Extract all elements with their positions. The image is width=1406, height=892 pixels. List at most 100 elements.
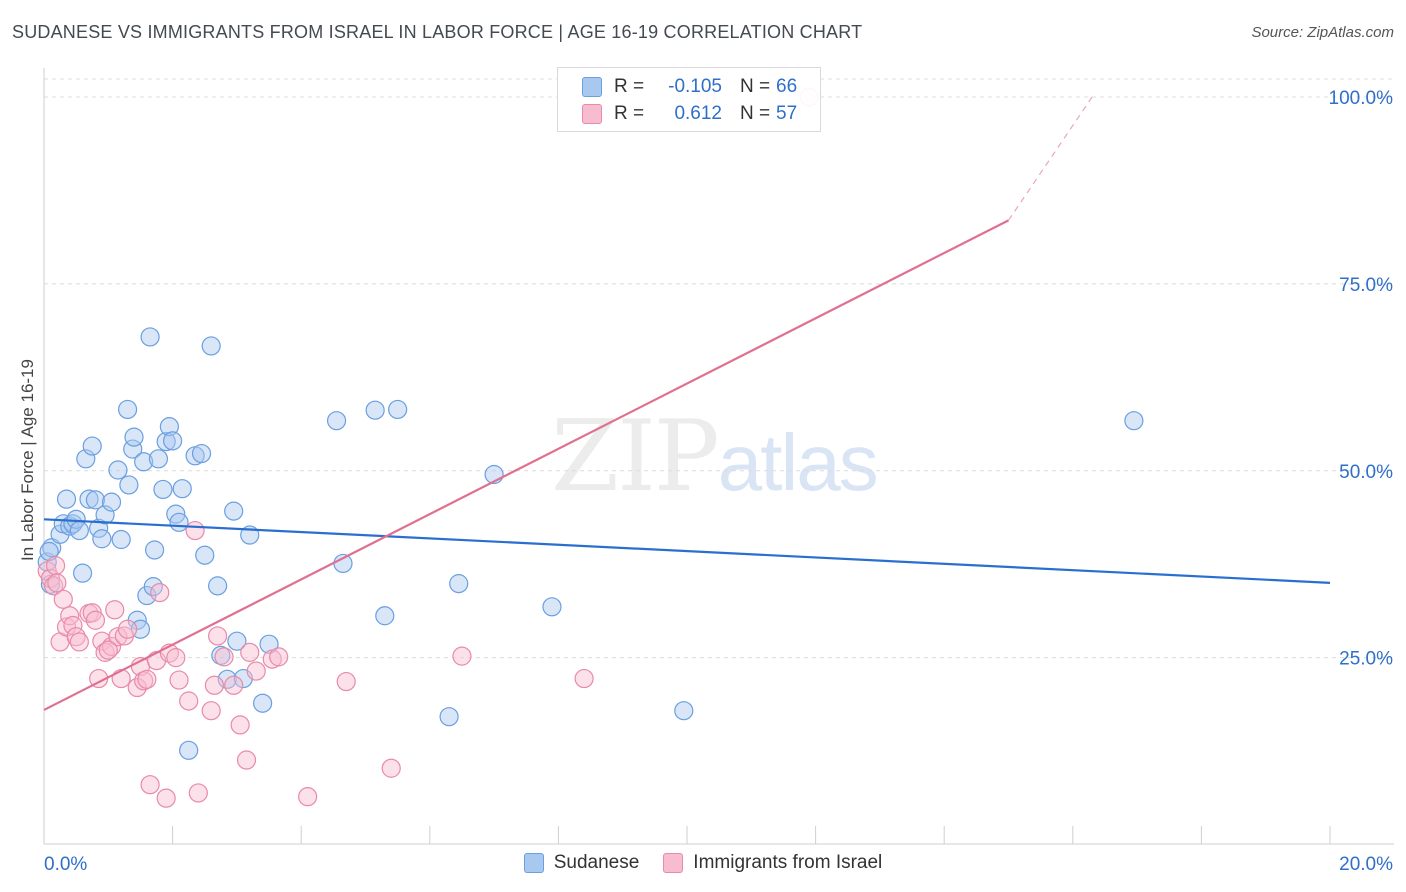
watermark: ZIPatlas <box>551 400 879 514</box>
point-israel <box>111 668 131 689</box>
point-israel <box>137 669 157 689</box>
legend-swatch-israel <box>582 104 602 124</box>
legend-row-israel: R = 0.612 N = 57 <box>582 103 797 125</box>
point-israel <box>224 675 244 695</box>
point-israel <box>214 647 234 667</box>
point-sudanese <box>211 645 231 665</box>
legend-swatch-sudanese <box>582 77 602 97</box>
point-israel <box>179 691 199 711</box>
legend-row-sudanese: R = -0.105 N = 66 <box>582 76 797 98</box>
axes <box>43 68 1394 845</box>
point-israel <box>185 520 205 541</box>
point-israel <box>53 589 73 609</box>
point-sudanese <box>542 597 562 617</box>
legend-n-label: N = <box>740 103 771 124</box>
legend-n-value-israel: 57 <box>776 103 798 124</box>
legend-n-value-sudanese: 66 <box>776 76 798 97</box>
point-israel <box>69 632 89 652</box>
trend-line-sudanese <box>43 518 1331 584</box>
point-israel <box>108 627 128 647</box>
point-israel <box>169 670 189 690</box>
point-sudanese <box>92 529 112 549</box>
point-sudanese <box>191 443 212 464</box>
legend-r-value-sudanese: -0.105 <box>668 76 722 97</box>
point-israel <box>166 648 186 668</box>
point-sudanese <box>375 606 395 626</box>
y-axis-label: In Labor Force | Age 16-19 <box>18 359 37 561</box>
series-swatch-sudanese <box>523 853 544 873</box>
point-sudanese <box>124 427 144 447</box>
point-israel <box>98 640 118 660</box>
point-sudanese <box>449 574 469 594</box>
point-israel <box>66 627 86 647</box>
point-sudanese <box>388 399 408 420</box>
series-legend-sudanese: Sudanese <box>523 852 640 874</box>
point-sudanese <box>163 431 183 451</box>
point-sudanese <box>208 576 228 596</box>
point-sudanese <box>69 520 89 541</box>
series-name-sudanese: Sudanese <box>553 852 640 873</box>
point-sudanese <box>326 411 347 431</box>
point-sudanese <box>148 449 169 469</box>
y-tick-label: 25.0% <box>1339 649 1393 670</box>
data-points <box>37 87 1144 808</box>
point-sudanese <box>172 479 192 499</box>
legend-r-label: R = <box>614 76 645 97</box>
point-israel <box>156 788 176 808</box>
legend-box: R = -0.105 N = 66 R = 0.612 N = 57 <box>557 67 821 132</box>
series-swatch-israel <box>663 853 684 873</box>
y-tick-label: 75.0% <box>1339 275 1393 296</box>
watermark-atlas: atlas <box>717 418 879 507</box>
point-sudanese <box>439 707 459 727</box>
point-sudanese <box>82 436 102 456</box>
point-sudanese <box>224 501 244 521</box>
point-israel <box>47 573 67 593</box>
point-israel <box>452 646 472 666</box>
point-sudanese <box>153 479 173 500</box>
y-tick-label: 100.0% <box>1329 88 1394 109</box>
x-tick-label: 20.0% <box>1339 854 1393 875</box>
source-note: Source: ZipAtlas.com <box>1251 24 1394 41</box>
point-israel <box>56 617 77 637</box>
series-legend: Sudanese Immigrants from Israel <box>0 852 1406 874</box>
point-sudanese <box>1124 411 1144 431</box>
point-sudanese <box>101 492 122 512</box>
point-sudanese <box>365 400 385 420</box>
watermark-zip: ZIP <box>551 400 720 514</box>
point-sudanese <box>140 327 160 347</box>
point-sudanese <box>119 475 139 495</box>
point-sudanese <box>144 540 165 560</box>
point-israel <box>381 758 401 778</box>
point-israel <box>269 647 289 667</box>
point-israel <box>240 642 260 662</box>
series-legend-israel: Immigrants from Israel <box>663 852 882 874</box>
point-sudanese <box>66 509 86 529</box>
point-israel <box>246 661 266 681</box>
point-sudanese <box>253 693 273 713</box>
legend-r-value-israel: 0.612 <box>674 103 722 124</box>
point-sudanese <box>195 545 215 565</box>
point-israel <box>150 582 170 603</box>
point-sudanese <box>111 529 131 550</box>
point-sudanese <box>259 634 279 654</box>
trend-line-israel <box>43 219 1009 711</box>
point-israel <box>204 675 224 695</box>
legend-n-label: N = <box>740 76 771 97</box>
point-israel <box>44 576 64 596</box>
legend-r-label: R = <box>614 103 645 124</box>
chart-title: SUDANESE VS IMMIGRANTS FROM ISRAEL IN LA… <box>12 22 863 42</box>
point-sudanese <box>39 541 59 562</box>
point-sudanese <box>134 452 154 472</box>
point-israel <box>336 671 356 692</box>
y-tick-label: 50.0% <box>1339 462 1393 483</box>
point-israel <box>298 787 318 807</box>
point-sudanese <box>79 489 99 509</box>
point-israel <box>134 671 154 691</box>
point-israel <box>188 783 208 803</box>
point-israel <box>574 668 594 689</box>
point-israel <box>101 636 122 657</box>
point-sudanese <box>156 431 176 452</box>
point-israel <box>201 701 221 721</box>
point-sudanese <box>117 399 138 420</box>
